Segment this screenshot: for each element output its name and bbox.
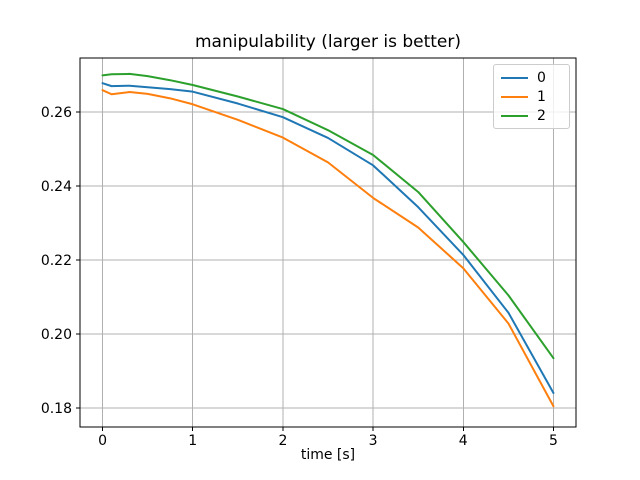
- legend-entry-0: 0: [501, 71, 562, 85]
- y-tick-label: 0.20: [41, 327, 72, 343]
- legend-line-swatch: [501, 114, 528, 117]
- x-tick-label: 3: [369, 433, 378, 449]
- legend-label: 2: [537, 107, 546, 124]
- y-tick-label: 0.24: [41, 179, 72, 195]
- chart-title: manipulability (larger is better): [194, 32, 462, 52]
- series-line-0: [101, 82, 555, 394]
- x-axis-label: time [s]: [300, 447, 356, 463]
- x-tick-label: 2: [278, 433, 287, 449]
- y-tick-label: 0.26: [41, 105, 72, 121]
- x-tick-label: 5: [549, 433, 558, 449]
- legend-entry-1: 1: [501, 90, 562, 104]
- x-tick-label: 1: [188, 433, 197, 449]
- series-line-2: [101, 72, 555, 360]
- y-tick-label: 0.18: [41, 401, 72, 417]
- legend-entry-2: 2: [501, 109, 562, 123]
- legend: 0 1 2: [493, 64, 570, 129]
- x-tick-label: 4: [459, 433, 468, 449]
- axes-frame: [79, 57, 577, 428]
- legend-label: 1: [537, 88, 546, 105]
- y-tick-label: 0.22: [41, 253, 72, 269]
- legend-label: 0: [537, 69, 546, 86]
- series-line-1: [101, 89, 555, 408]
- x-tick-label: 0: [98, 433, 107, 449]
- legend-line-swatch: [501, 76, 528, 79]
- legend-line-swatch: [501, 95, 528, 98]
